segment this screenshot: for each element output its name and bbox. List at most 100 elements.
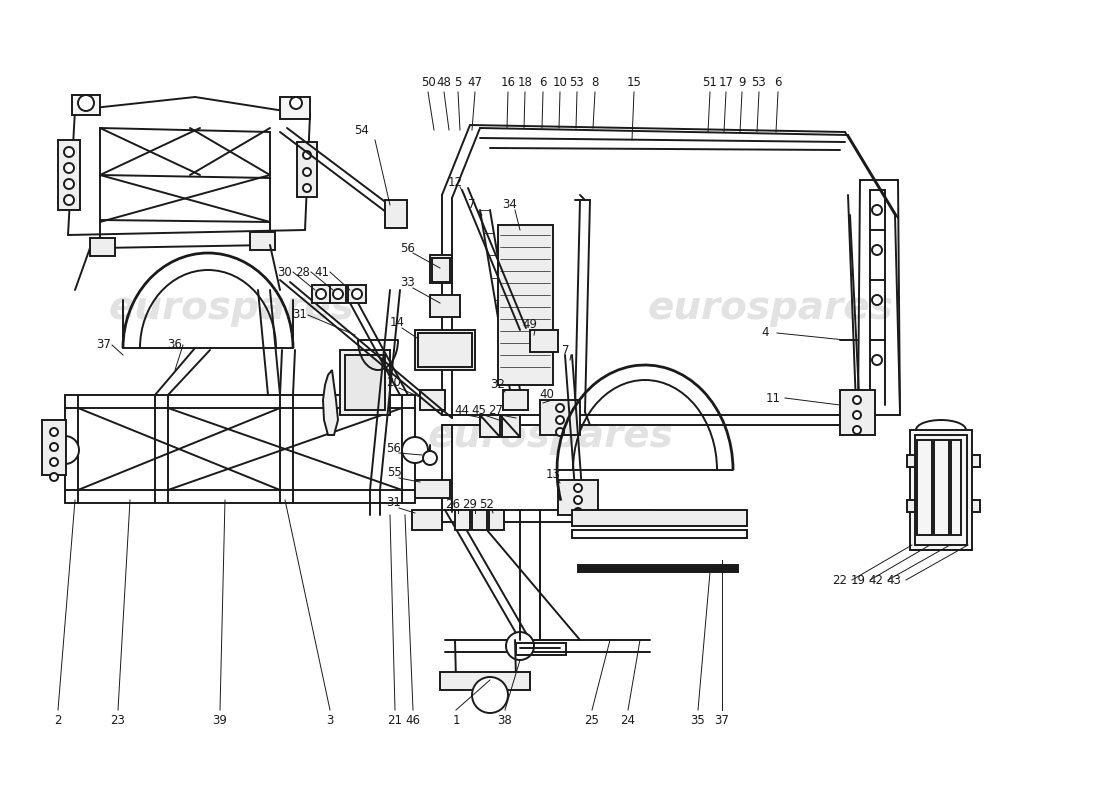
Circle shape xyxy=(50,473,58,481)
Bar xyxy=(917,440,932,535)
Text: 36: 36 xyxy=(167,338,183,351)
Circle shape xyxy=(556,404,564,412)
Bar xyxy=(915,435,967,545)
Bar xyxy=(42,420,66,475)
Text: 12: 12 xyxy=(448,175,462,189)
Text: 2: 2 xyxy=(54,714,62,726)
Text: 56: 56 xyxy=(400,242,416,254)
Bar xyxy=(312,285,330,303)
Circle shape xyxy=(872,205,882,215)
Bar xyxy=(440,672,530,690)
Circle shape xyxy=(574,496,582,504)
Bar xyxy=(430,255,452,283)
Circle shape xyxy=(852,396,861,404)
Text: 27: 27 xyxy=(488,403,504,417)
Text: 37: 37 xyxy=(715,714,729,726)
Text: 31: 31 xyxy=(386,497,402,510)
Bar xyxy=(952,440,961,535)
Circle shape xyxy=(852,411,861,419)
Text: 53: 53 xyxy=(570,75,584,89)
Circle shape xyxy=(51,436,79,464)
Bar xyxy=(503,390,528,410)
Text: 38: 38 xyxy=(497,714,513,726)
Text: 33: 33 xyxy=(400,277,416,290)
Text: eurospares: eurospares xyxy=(427,417,673,455)
Circle shape xyxy=(472,677,508,713)
Text: 13: 13 xyxy=(546,469,560,482)
Text: 35: 35 xyxy=(691,714,705,726)
Text: 11: 11 xyxy=(766,391,781,405)
Bar xyxy=(340,350,390,415)
Bar xyxy=(280,97,310,119)
Text: 23: 23 xyxy=(111,714,125,726)
Circle shape xyxy=(64,179,74,189)
Text: eurospares: eurospares xyxy=(108,289,354,327)
Bar xyxy=(910,430,972,550)
Text: 52: 52 xyxy=(480,498,494,511)
Text: 18: 18 xyxy=(518,75,532,89)
Text: 37: 37 xyxy=(97,338,111,351)
Text: 6: 6 xyxy=(539,75,547,89)
Bar xyxy=(908,500,915,512)
Text: 53: 53 xyxy=(751,75,767,89)
Bar xyxy=(498,225,553,385)
Bar xyxy=(480,415,501,437)
Text: 6: 6 xyxy=(774,75,782,89)
Text: 29: 29 xyxy=(462,498,477,511)
Bar xyxy=(840,390,874,435)
Bar xyxy=(490,510,504,530)
Text: 48: 48 xyxy=(437,75,451,89)
Circle shape xyxy=(574,508,582,516)
Bar xyxy=(418,333,472,367)
Circle shape xyxy=(50,428,58,436)
Circle shape xyxy=(50,443,58,451)
Text: 1: 1 xyxy=(452,714,460,726)
Text: 31: 31 xyxy=(293,309,307,322)
Circle shape xyxy=(852,426,861,434)
Bar xyxy=(432,258,450,282)
Bar xyxy=(297,142,317,197)
Text: 34: 34 xyxy=(503,198,517,211)
Bar xyxy=(330,285,346,303)
Circle shape xyxy=(574,484,582,492)
Text: 43: 43 xyxy=(887,574,901,586)
Text: 4: 4 xyxy=(761,326,769,339)
Bar xyxy=(502,415,520,437)
Text: 8: 8 xyxy=(592,75,598,89)
Text: 32: 32 xyxy=(491,378,505,391)
Bar xyxy=(908,455,915,467)
Text: 42: 42 xyxy=(869,574,883,586)
Bar xyxy=(420,390,446,410)
Circle shape xyxy=(64,163,74,173)
Bar xyxy=(412,510,442,530)
Circle shape xyxy=(302,184,311,192)
Text: 46: 46 xyxy=(406,714,420,726)
Bar xyxy=(415,330,475,370)
Circle shape xyxy=(424,451,437,465)
Polygon shape xyxy=(323,370,338,435)
Text: 39: 39 xyxy=(212,714,228,726)
Bar xyxy=(972,455,980,467)
Text: 22: 22 xyxy=(833,574,847,586)
Circle shape xyxy=(64,147,74,157)
Text: 45: 45 xyxy=(472,403,486,417)
Circle shape xyxy=(290,97,303,109)
Circle shape xyxy=(556,428,564,436)
Text: 26: 26 xyxy=(446,498,461,511)
Text: 44: 44 xyxy=(454,403,470,417)
Circle shape xyxy=(872,355,882,365)
Text: 55: 55 xyxy=(386,466,402,479)
Bar xyxy=(455,510,470,530)
Circle shape xyxy=(302,168,311,176)
Circle shape xyxy=(872,245,882,255)
Text: 56: 56 xyxy=(386,442,402,454)
Circle shape xyxy=(316,289,326,299)
Bar xyxy=(72,95,100,115)
Text: 51: 51 xyxy=(703,75,717,89)
Bar xyxy=(348,285,366,303)
Circle shape xyxy=(556,416,564,424)
Bar xyxy=(415,480,450,498)
Text: eurospares: eurospares xyxy=(647,289,893,327)
Text: 14: 14 xyxy=(389,317,405,330)
Text: 15: 15 xyxy=(627,75,641,89)
